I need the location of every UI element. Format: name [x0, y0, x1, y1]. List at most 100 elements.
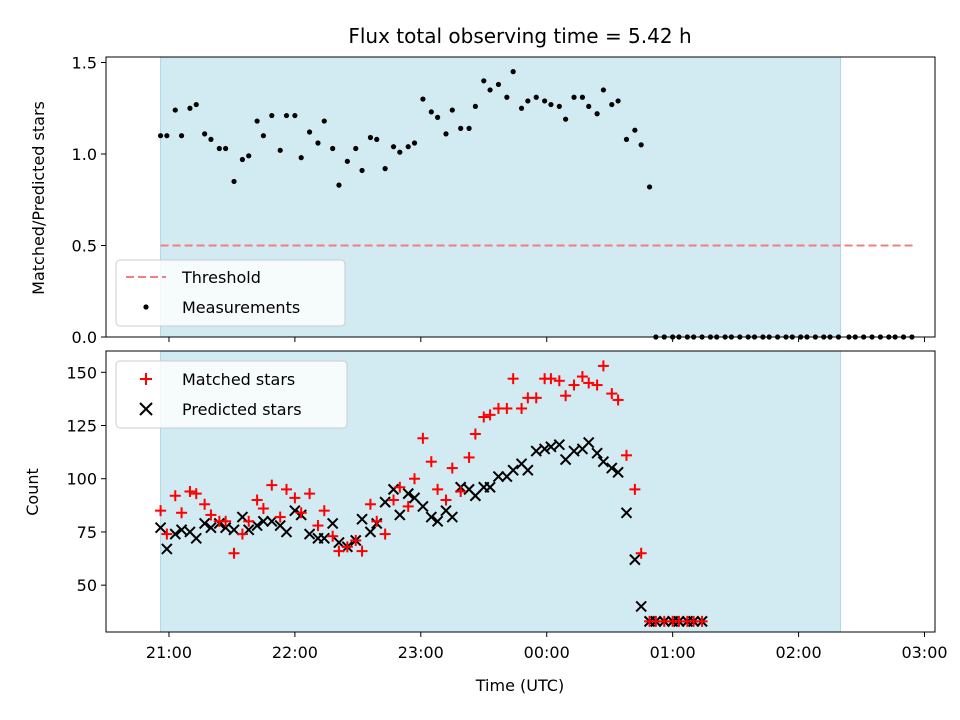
matched-stars-marker — [205, 509, 217, 521]
measurement-point — [542, 98, 548, 104]
measurement-point — [443, 131, 449, 137]
matched-stars-marker — [469, 428, 481, 440]
predicted-marker-stroke — [597, 455, 610, 468]
predicted-stars-marker — [507, 464, 519, 476]
measurement-point — [292, 112, 298, 119]
matched-stars-marker — [425, 456, 437, 468]
predicted-marker-stroke — [356, 513, 368, 525]
matched-stars-marker — [169, 490, 181, 502]
matched-stars-marker — [184, 486, 196, 497]
predicted-stars-marker — [219, 521, 232, 534]
matched-stars-marker — [280, 483, 292, 495]
matched-stars-marker — [155, 505, 167, 517]
predicted-stars-marker — [205, 521, 217, 534]
predicted-stars-marker — [591, 447, 603, 459]
matched-stars-marker — [371, 515, 383, 527]
predicted-marker-stroke — [522, 464, 534, 476]
predicted-stars-marker — [612, 466, 624, 479]
top-axes-frame — [105, 56, 936, 338]
predicted-marker-stroke — [257, 515, 270, 528]
matched-stars-marker — [402, 500, 414, 512]
predicted-stars-marker — [161, 543, 173, 555]
predicted-marker-stroke — [219, 521, 232, 534]
matched-stars-marker — [409, 473, 421, 485]
predicted-stars-marker — [568, 445, 580, 457]
predicted-marker-stroke — [303, 528, 316, 540]
matched-stars-marker — [597, 360, 609, 372]
predicted-marker-stroke — [591, 447, 603, 459]
predicted-stars-marker — [190, 532, 202, 545]
matched-stars-marker — [696, 615, 708, 627]
measurement-point — [638, 142, 644, 148]
predicted-marker-stroke — [440, 504, 452, 517]
predicted-marker-stroke — [463, 483, 475, 496]
x-tick-label: 01:00 — [650, 643, 696, 662]
matched-stars-marker — [583, 377, 595, 389]
predicted-stars-marker — [326, 517, 339, 530]
measurement-point — [246, 153, 252, 159]
x-tick-label: 00:00 — [524, 643, 570, 662]
top-y-tick-label: 1.0 — [72, 145, 97, 164]
predicted-marker-stroke — [318, 532, 330, 545]
bottom-y-tick-label: 125 — [66, 417, 97, 436]
predicted-stars-marker — [597, 455, 610, 468]
matched-stars-marker — [417, 432, 429, 444]
predicted-marker-stroke — [205, 521, 217, 534]
predicted-marker-stroke — [417, 500, 429, 513]
measurement-point — [563, 116, 569, 122]
matched-stars-marker — [379, 528, 391, 540]
matched-stars-marker — [312, 520, 324, 532]
matched-stars-marker — [220, 515, 232, 527]
matched-stars-marker — [446, 462, 458, 474]
predicted-stars-marker — [492, 470, 505, 483]
matched-stars-marker — [516, 402, 528, 414]
predicted-marker-stroke — [484, 481, 496, 493]
predicted-marker-stroke — [364, 526, 377, 538]
matched-stars-marker — [545, 373, 557, 385]
predicted-marker-stroke — [553, 438, 566, 451]
predicted-marker-stroke — [387, 483, 400, 496]
measurement-point — [586, 103, 592, 110]
predicted-stars-marker — [387, 483, 400, 496]
matched-stars-marker — [199, 498, 211, 510]
matched-stars-marker — [236, 528, 248, 540]
predicted-marker-stroke — [289, 504, 301, 517]
predicted-marker-stroke — [612, 466, 624, 479]
measurement-point — [579, 94, 586, 100]
matched-stars-marker — [176, 507, 188, 519]
measurement-point — [646, 184, 653, 190]
predicted-stars-marker — [484, 481, 496, 493]
measurement-point — [487, 87, 493, 93]
matched-stars-marker — [318, 505, 330, 517]
predicted-marker-stroke — [606, 462, 618, 474]
measurement-point — [623, 136, 630, 142]
predicted-marker-stroke — [154, 521, 167, 534]
predicted-stars-marker — [620, 507, 633, 519]
measurement-point — [344, 158, 350, 164]
predicted-marker-stroke — [629, 553, 641, 566]
matched-stars-legend-swatch — [140, 373, 152, 385]
predicted-marker-stroke — [394, 509, 406, 521]
predicted-marker-stroke — [379, 496, 391, 508]
predicted-marker-stroke — [333, 536, 345, 549]
predicted-stars-marker — [408, 492, 421, 504]
predicted-marker-stroke — [545, 441, 557, 453]
measurement-point — [556, 103, 562, 110]
matched-stars-marker — [304, 488, 316, 500]
matched-stars-marker — [530, 392, 542, 404]
predicted-stars-marker — [469, 490, 482, 502]
bottom-y-tick-label: 100 — [66, 470, 97, 489]
matched-stars-marker — [341, 541, 353, 553]
measurement-point — [172, 107, 178, 113]
predicted-marker-stroke — [169, 528, 181, 540]
matched-stars-marker — [507, 373, 519, 385]
predicted-marker-stroke — [198, 517, 211, 530]
predicted-stars-marker — [198, 517, 211, 530]
measurement-point — [609, 101, 615, 108]
measurements-legend-label: Measurements — [182, 298, 300, 317]
predicted-stars-marker — [431, 515, 444, 528]
measurement-point — [283, 112, 290, 119]
measurement-point — [600, 87, 607, 93]
measurement-point — [518, 105, 525, 111]
measurement-point — [260, 133, 267, 139]
